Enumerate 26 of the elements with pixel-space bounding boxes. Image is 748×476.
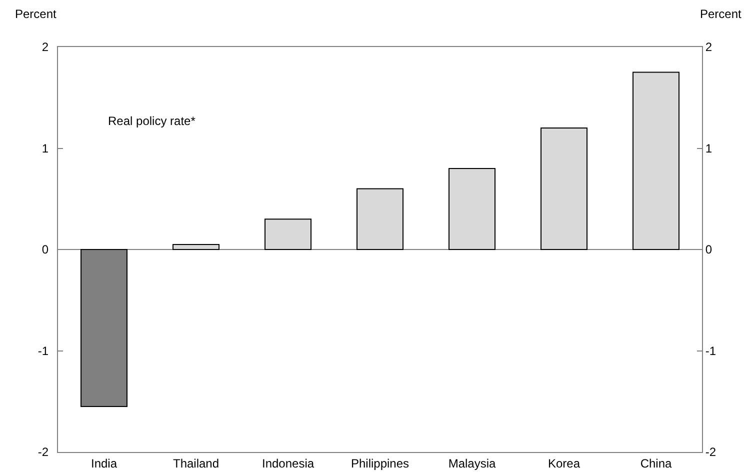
y2-tick-label: -1 (705, 344, 716, 358)
bar (448, 168, 496, 250)
y-tick-label: -1 (38, 344, 49, 358)
bar (540, 128, 588, 250)
y2-tick-label: 2 (705, 40, 712, 54)
bar (172, 244, 220, 250)
x-tick-label: Thailand (172, 456, 220, 470)
y-tick-label: 1 (42, 141, 49, 156)
y2-tick-label: 1 (705, 141, 712, 156)
bar (264, 218, 312, 250)
x-tick-label: Malaysia (448, 456, 496, 470)
y-axis-title: Percent (15, 7, 58, 21)
bar (632, 72, 680, 250)
x-tick-label: Indonesia (262, 456, 314, 470)
y-tick-label: 2 (42, 40, 49, 54)
bar (356, 188, 404, 250)
x-tick-label: India (90, 456, 118, 470)
x-tick-label: Korea (548, 456, 580, 470)
x-tick-label: Philippines (350, 456, 410, 470)
y-tick-label: -2 (38, 445, 49, 460)
x-tick-label: China (640, 456, 672, 470)
y2-axis-title: Percent (700, 7, 742, 21)
annotation: Real policy rate* (108, 114, 196, 128)
y2-tick-label: 0 (705, 242, 712, 257)
y2-tick-label: -2 (705, 445, 716, 460)
y-tick-label: 0 (42, 242, 49, 257)
